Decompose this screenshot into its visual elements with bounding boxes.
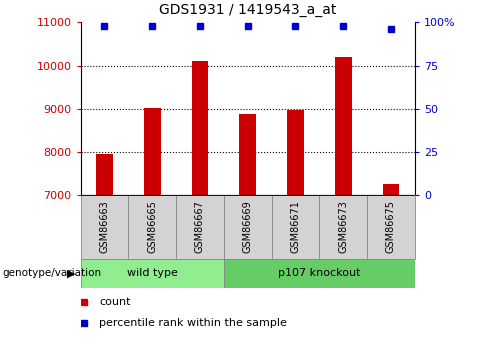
Bar bbox=[287, 109, 304, 195]
Text: GSM86665: GSM86665 bbox=[147, 200, 157, 253]
Bar bbox=[271, 195, 319, 259]
Bar bbox=[335, 57, 351, 195]
Bar bbox=[367, 195, 415, 259]
Text: wild type: wild type bbox=[127, 268, 178, 278]
Text: GSM86669: GSM86669 bbox=[243, 200, 253, 253]
Bar bbox=[128, 195, 176, 259]
Bar bbox=[239, 114, 256, 195]
Text: GSM86663: GSM86663 bbox=[100, 200, 109, 253]
Text: genotype/variation: genotype/variation bbox=[2, 268, 102, 278]
Text: count: count bbox=[99, 297, 130, 307]
Title: GDS1931 / 1419543_a_at: GDS1931 / 1419543_a_at bbox=[159, 3, 336, 17]
Bar bbox=[319, 195, 367, 259]
Text: GSM86673: GSM86673 bbox=[338, 200, 348, 253]
Text: p107 knockout: p107 knockout bbox=[278, 268, 361, 278]
Bar bbox=[224, 195, 271, 259]
Bar bbox=[383, 184, 399, 195]
Text: GSM86667: GSM86667 bbox=[195, 200, 205, 253]
Bar bbox=[224, 259, 415, 288]
Text: GSM86671: GSM86671 bbox=[290, 200, 301, 253]
Text: ▶: ▶ bbox=[66, 268, 75, 278]
Bar bbox=[192, 61, 208, 195]
Text: percentile rank within the sample: percentile rank within the sample bbox=[99, 318, 287, 327]
Bar bbox=[144, 108, 161, 195]
Text: GSM86675: GSM86675 bbox=[386, 200, 396, 253]
Bar bbox=[81, 195, 128, 259]
Bar bbox=[96, 154, 113, 195]
Bar bbox=[176, 195, 224, 259]
Bar bbox=[81, 259, 224, 288]
